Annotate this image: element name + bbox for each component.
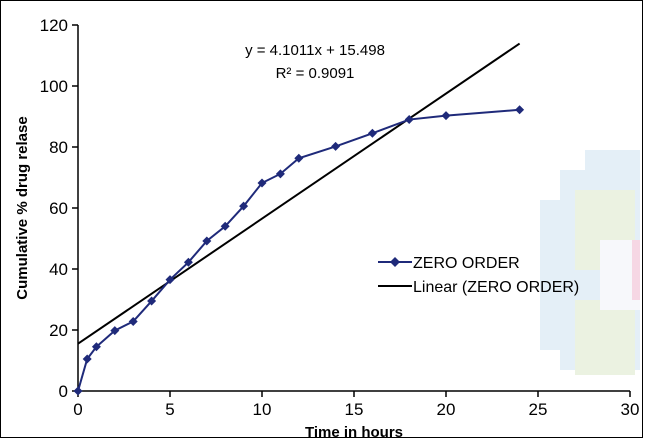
data-point-marker <box>202 236 212 246</box>
data-point-marker <box>404 115 414 125</box>
x-axis-ticks: 0 5 10 15 20 25 30 <box>73 391 639 419</box>
data-point-marker <box>441 111 451 121</box>
data-point-marker <box>367 128 377 138</box>
y-tick-label: 120 <box>40 16 68 35</box>
y-tick-label: 100 <box>40 77 68 96</box>
data-point-marker <box>275 169 285 179</box>
data-point-marker <box>128 316 138 326</box>
x-tick-label: 10 <box>253 400 272 419</box>
background-blob <box>540 150 640 375</box>
legend-trendline-label: Linear (ZERO ORDER) <box>413 279 579 296</box>
data-point-marker <box>220 221 230 231</box>
legend-series-marker <box>390 257 400 267</box>
zero-order-series-line <box>77 108 520 392</box>
legend-series-label: ZERO ORDER <box>413 255 520 272</box>
x-tick-label: 0 <box>73 400 82 419</box>
y-tick-label: 80 <box>49 138 68 157</box>
data-point-marker <box>91 342 101 352</box>
r-squared: R² = 0.9091 <box>276 65 355 82</box>
data-point-marker <box>183 257 193 267</box>
trendline-equation: y = 4.1011x + 15.498 <box>245 42 385 59</box>
data-point-marker <box>239 201 249 211</box>
data-point-marker <box>110 326 120 336</box>
data-point-marker <box>294 153 304 163</box>
x-tick-label: 20 <box>437 400 456 419</box>
y-tick-label: 20 <box>49 321 68 340</box>
legend: ZERO ORDER Linear (ZERO ORDER) <box>378 255 579 296</box>
y-axis-title: Cumulative % drug relase <box>14 116 31 299</box>
x-tick-label: 15 <box>345 400 364 419</box>
data-point-marker <box>257 178 267 188</box>
x-tick-label: 5 <box>165 400 174 419</box>
data-point-marker <box>73 386 83 396</box>
data-point-marker <box>82 354 92 364</box>
data-point-marker <box>515 105 525 115</box>
data-point-marker <box>147 296 157 306</box>
zero-order-series-markers <box>73 105 525 396</box>
linear-trendline <box>77 42 521 345</box>
x-tick-label: 25 <box>529 400 548 419</box>
data-point-marker <box>165 275 175 285</box>
y-tick-label: 60 <box>49 199 68 218</box>
y-axis-ticks: 0 20 40 60 80 100 120 <box>40 16 78 401</box>
y-tick-label: 0 <box>59 382 68 401</box>
y-tick-label: 40 <box>49 260 68 279</box>
data-point-marker <box>331 141 341 151</box>
x-axis-title: Time in hours <box>305 424 403 440</box>
x-tick-label: 30 <box>621 400 640 419</box>
